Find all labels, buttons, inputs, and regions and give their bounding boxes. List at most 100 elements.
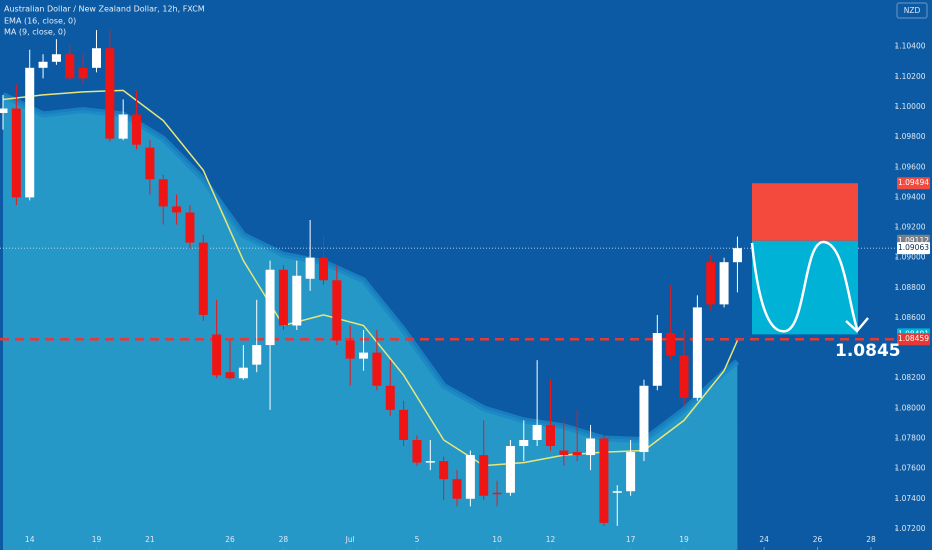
y-tick-label: 1.07200 [894,524,925,533]
candle-body [185,212,195,243]
y-tick-label: 1.07400 [894,494,925,503]
candle-body [479,455,489,496]
arrow-head [845,317,869,333]
stop-zone [752,183,858,241]
y-tick-label: 1.09000 [894,253,925,262]
candle-body [732,248,742,263]
candle-body [666,333,676,356]
indicator-label: MA (9, close, 0) [4,28,66,37]
candle-body [252,345,262,365]
candle-body [65,54,75,79]
x-tick-label: 10 [492,535,502,544]
x-tick-label: 19 [679,535,689,544]
x-tick-label: 28 [279,535,289,544]
candle-body [439,461,449,480]
y-tick-label: 1.09800 [894,132,925,141]
candle-body [172,206,182,213]
candle-body [0,108,8,114]
y-tick-label: 1.08200 [894,373,925,382]
indicator-label: EMA (16, close, 0) [4,17,76,26]
y-tick-label: 1.08000 [894,403,925,412]
candle-body [132,114,142,145]
x-tick-label: 12 [546,535,556,544]
y-tick-label: 1.08600 [894,313,925,322]
x-tick-label: 26 [225,535,235,544]
candle-body [198,242,208,315]
candle-body [225,372,235,379]
candle-body [505,446,515,493]
candle-body [265,269,275,346]
candle-body [212,334,222,376]
candle-body [158,179,168,207]
ma-line [2,89,739,467]
candle-body [11,108,21,198]
candle-body [238,367,248,379]
price-tag-label: 1.09063 [898,243,929,252]
currency-label[interactable]: NZD [904,6,921,15]
x-tick-label: 26 [813,535,823,544]
price-tag [897,242,930,255]
y-tick-label: 1.07800 [894,433,925,442]
candle-body [345,340,355,359]
candle-body [425,461,435,463]
x-tick-label: 28 [866,535,876,544]
candle-body [118,114,128,139]
x-tick-label: 17 [626,535,636,544]
y-tick-label: 1.08800 [894,283,925,292]
candle-body [612,491,622,493]
candle-body [91,48,101,68]
candle-body [51,54,61,62]
candle-body [719,262,729,305]
candle-body [532,424,542,440]
y-tick-label: 1.10200 [894,72,925,81]
ema-line [1,92,740,444]
candle-body [639,385,649,453]
target-text: 1.0845 [835,341,901,361]
candle-body [452,479,462,499]
price-tag-label: 1.08459 [898,334,929,343]
candle-body [519,440,529,447]
y-tick-label: 1.09200 [894,223,925,232]
candle-body [25,67,35,198]
candle-body [679,355,689,398]
x-tick-label: Jul [345,535,355,544]
candle-body [372,352,382,386]
y-tick-label: 1.10000 [894,102,925,111]
candle-body [305,257,315,279]
price-tag-label: 1.09494 [898,178,929,187]
chart-title: Australian Dollar / New Zealand Dollar, … [4,5,205,14]
candle-body [559,450,569,456]
x-tick-label: 19 [92,535,102,544]
candle-body [278,269,288,326]
candle-body [78,67,88,79]
candle-body [292,275,302,326]
candle-body [572,452,582,456]
candle-body [385,385,395,410]
candle-body [399,409,409,440]
y-tick-label: 1.10400 [894,42,925,51]
candle-body [586,438,596,456]
y-tick-label: 1.07600 [894,464,925,473]
x-tick-label: 21 [145,535,155,544]
candle-body [38,61,48,68]
candle-body [145,147,155,180]
candle-body [465,455,475,499]
candle-body [692,307,702,398]
candle-body [105,48,115,139]
y-tick-label: 1.09400 [894,192,925,201]
candle-body [332,280,342,341]
x-tick-label: 14 [25,535,35,544]
currency-button[interactable] [896,2,928,19]
y-tick-label: 1.09600 [894,162,925,171]
candle-body [652,333,662,386]
x-tick-label: 24 [759,535,769,544]
candle-body [706,262,716,305]
price-tag [897,333,930,346]
candle-body [599,438,609,523]
candle-body [545,424,555,447]
candle-body [359,352,369,359]
candle-body [492,492,502,495]
x-tick-label: 5 [415,535,420,544]
candle-body [412,440,422,463]
